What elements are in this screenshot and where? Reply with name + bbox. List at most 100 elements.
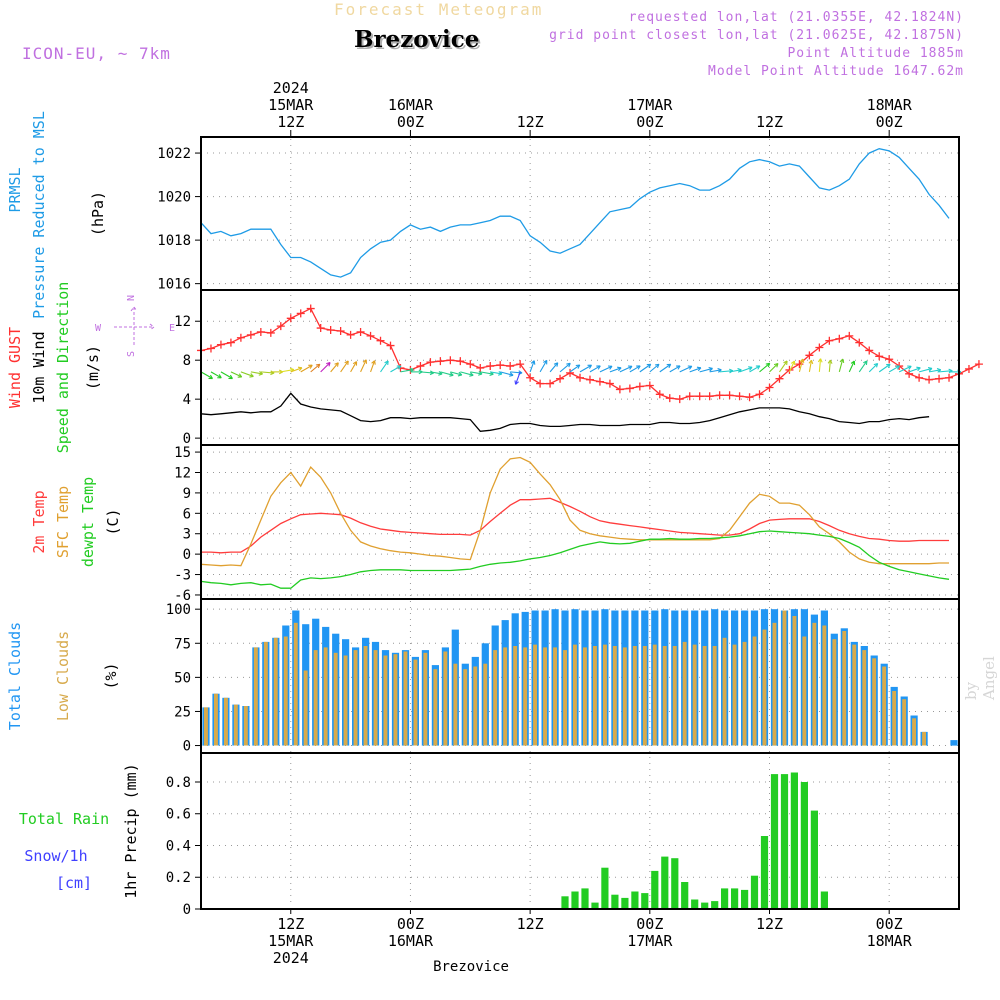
label-snow: Snow/1h <box>24 847 87 865</box>
y-tick-label: -3 <box>174 568 191 584</box>
y-tick-label: 12 <box>174 465 191 481</box>
panel-frame-precip <box>200 752 960 910</box>
y-tick-label: 0 <box>183 902 191 918</box>
wind-arrow <box>220 371 233 380</box>
wind-arrow <box>559 362 571 373</box>
gust-marker <box>785 365 794 374</box>
wind-arrowhead <box>587 364 592 369</box>
wind-arrow <box>719 370 733 373</box>
wind-arrow <box>330 362 339 373</box>
wind-arrow <box>739 366 753 373</box>
bar-total-rain <box>581 888 589 909</box>
bar-low-clouds <box>214 693 218 746</box>
bar-low-clouds <box>752 636 757 746</box>
bar-total-rain <box>561 896 569 909</box>
bar-low-clouds <box>353 650 358 746</box>
bar-low-clouds <box>413 659 418 746</box>
gust-marker <box>206 344 215 353</box>
bar-total-rain <box>691 899 699 909</box>
wind-arrowhead <box>326 361 331 367</box>
bar-total-rain <box>721 888 729 909</box>
bar-low-clouds <box>333 652 338 746</box>
gust-marker <box>865 346 874 355</box>
wind-arrow <box>310 363 321 373</box>
wind-arrowhead <box>297 366 303 372</box>
time-label-top: 17MAR <box>627 96 673 114</box>
wind-arrow <box>759 362 771 373</box>
wind-arrow <box>470 371 483 375</box>
bar-low-clouds <box>553 647 557 746</box>
wind-arrowhead <box>208 374 213 380</box>
wind-arrowhead <box>808 359 814 365</box>
gust-marker <box>615 385 624 394</box>
panel-label-clouds-0: Total Clouds <box>6 622 24 730</box>
gust-marker <box>655 390 664 399</box>
wind-arrow <box>569 364 581 373</box>
series-line-dewpt-temp <box>200 530 950 589</box>
wind-arrowhead <box>438 371 443 376</box>
bar-low-clouds <box>583 647 587 746</box>
bar-total-rain <box>731 888 739 909</box>
y-tick-label: 1016 <box>157 277 191 293</box>
gust-marker <box>286 314 295 323</box>
bar-low-clouds <box>892 691 897 746</box>
bar-low-clouds <box>423 652 428 746</box>
wind-arrowhead <box>530 360 536 365</box>
gust-marker <box>516 360 525 369</box>
gust-marker <box>885 355 894 364</box>
bar-total-rain <box>741 889 749 909</box>
wind-arrowhead <box>627 365 633 370</box>
gust-marker <box>695 392 704 401</box>
wind-arrow <box>699 367 713 373</box>
wind-arrowhead <box>469 372 474 377</box>
y-tick-label: 0 <box>183 547 191 563</box>
bar-total-rain <box>711 901 719 909</box>
wind-arrow <box>420 371 434 374</box>
time-label-top: 00Z <box>636 113 663 131</box>
wind-arrow <box>629 365 641 373</box>
gust-marker <box>576 373 584 382</box>
wind-arrow <box>210 371 222 379</box>
wind-arrowhead <box>566 362 571 368</box>
bar-low-clouds <box>573 644 577 746</box>
bar-low-clouds <box>403 651 408 746</box>
time-label-top: 00Z <box>397 113 424 131</box>
gust-marker <box>266 328 275 337</box>
wind-arrowhead <box>895 365 900 370</box>
wind-arrowhead <box>783 360 788 366</box>
panel-label-temperature-0: 2m Temp <box>30 490 48 553</box>
bar-low-clouds <box>373 650 378 746</box>
wind-arrow <box>579 364 592 373</box>
wind-arrow <box>609 367 622 373</box>
wind-arrow <box>818 358 822 372</box>
gust-marker <box>835 334 844 343</box>
bar-low-clouds <box>383 655 388 746</box>
gust-marker <box>815 343 824 352</box>
gust-marker <box>536 379 545 388</box>
gust-marker <box>715 391 724 400</box>
bar-total-rain <box>571 891 579 909</box>
bar-low-clouds <box>862 650 867 746</box>
wind-arrow <box>300 364 313 373</box>
bar-low-clouds <box>662 646 667 746</box>
gust-marker <box>556 374 565 383</box>
gust-marker <box>755 390 764 399</box>
gust-marker <box>735 392 744 401</box>
wind-arrowhead <box>907 365 912 370</box>
wind-arrowhead <box>334 362 339 367</box>
wind-arrowhead <box>543 359 548 365</box>
bar-low-clouds <box>842 631 847 746</box>
y-tick-label: 1022 <box>157 146 191 162</box>
bar-low-clouds <box>233 704 238 746</box>
gust-marker <box>935 374 944 383</box>
gust-marker <box>466 360 475 369</box>
bar-low-clouds <box>263 641 268 746</box>
wind-arrow <box>669 365 681 373</box>
gust-marker <box>546 379 555 388</box>
wind-arrow <box>779 360 788 373</box>
model-point-altitude: Model Point Altitude 1647.62m <box>708 64 964 79</box>
bar-low-clouds <box>453 663 458 746</box>
time-label-top: 15MAR <box>268 96 314 114</box>
y-tick-label: 0.6 <box>166 807 191 823</box>
bar-low-clouds <box>852 644 857 746</box>
